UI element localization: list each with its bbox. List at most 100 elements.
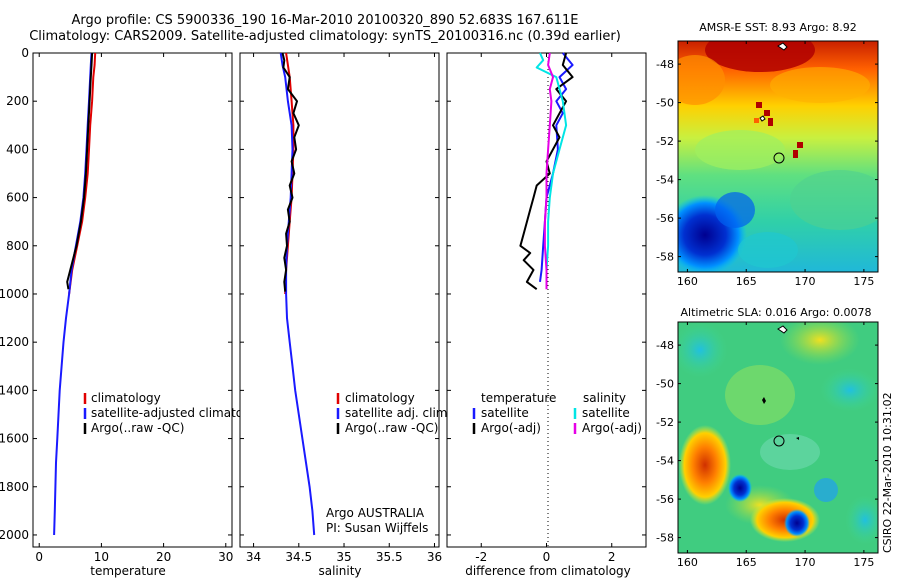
map-y-tick-label: -56 <box>656 493 674 506</box>
temperature-x-label: temperature <box>90 564 165 578</box>
legend-title-salinity: salinity <box>583 391 626 405</box>
map-x-tick-label: 165 <box>736 556 757 569</box>
x-tick-label: 34.5 <box>285 550 312 564</box>
series-line-argo-adj-salinity <box>543 52 554 290</box>
sla-map-panel: Altimetric SLA: 0.016 Argo: 0.0078 160 16… <box>656 306 879 569</box>
x-tick-label: 35 <box>336 550 351 564</box>
legend-entry-climatology: climatology <box>91 391 161 405</box>
series-line-satellite-temperature <box>539 52 574 283</box>
salinity-axes-frame <box>239 52 440 548</box>
legend-entry-sal-argo: Argo(-adj) <box>582 421 642 435</box>
sla-map-axes: 160 165 170 175 -48 -50 -52 -54 -56 -58 <box>656 322 878 569</box>
x-tick-label: 30 <box>218 550 233 564</box>
temperature-axes-frame <box>32 52 233 548</box>
map-x-tick-label: 160 <box>677 556 698 569</box>
y-tick-label: 0 <box>21 46 29 60</box>
salinity-legend: climatology satellite adj. clim. Argo(..… <box>336 391 451 435</box>
y-tick-label: 1000 <box>0 287 29 301</box>
map-y-tick-label: -54 <box>656 174 674 187</box>
map-y-tick-label: -52 <box>656 135 674 148</box>
salinity-x-label: salinity <box>318 564 361 578</box>
y-tick-label: 600 <box>6 191 29 205</box>
y-tick-label: 1400 <box>0 383 29 397</box>
x-tick-label: 0 <box>35 550 43 564</box>
difference-series-lines <box>519 52 574 291</box>
legend-entry-argo: Argo(..raw -QC) <box>345 421 438 435</box>
legend-title-temperature: temperature <box>481 391 556 405</box>
figure-title-line1: Argo profile: CS 5900336_190 16-Mar-2010… <box>71 13 579 28</box>
series-line-satellite-adj-clim <box>279 52 316 536</box>
map-y-tick-label: -50 <box>656 378 674 391</box>
profile-location-marker <box>773 435 785 447</box>
map-y-tick-label: -52 <box>656 416 674 429</box>
salinity-series-lines <box>279 52 316 536</box>
map-x-tick-label: 165 <box>736 275 757 288</box>
map-y-tick-label: -50 <box>656 97 674 110</box>
x-tick-label: -2 <box>475 550 487 564</box>
sst-map-title: AMSR-E SST: 8.93 Argo: 8.92 <box>699 21 857 34</box>
x-tick-label: 36 <box>427 550 442 564</box>
map-y-tick-label: -48 <box>656 339 674 352</box>
credit-timestamp: CSIRO 22-Mar-2010 10:31:02 <box>881 392 894 553</box>
legend-entry-satellite: satellite-adjusted climatology <box>91 406 269 420</box>
map-x-tick-label: 170 <box>795 556 816 569</box>
temperature-series-lines <box>53 52 97 536</box>
x-tick-label: 34 <box>246 550 261 564</box>
difference-x-axis: -2 0 2 <box>475 53 616 564</box>
sst-map-frame <box>677 40 879 273</box>
temperature-profile-panel: 0 200 400 600 800 1000 1200 1400 1600 1800 2000 0 1… <box>0 46 269 578</box>
legend-entry-argo: Argo(..raw -QC) <box>91 421 184 435</box>
sst-map-axes: 160 165 170 175 -48 -50 -52 -54 -56 -58 <box>656 41 878 288</box>
difference-axes-frame <box>446 52 647 548</box>
float-program-label: Argo AUSTRALIA <box>326 506 425 520</box>
profile-location-marker <box>773 152 785 164</box>
series-line-argo-raw-qc <box>66 52 94 290</box>
y-tick-label: 400 <box>6 142 29 156</box>
difference-profile-panel: -2 0 2 difference from climatology tempera… <box>446 52 647 578</box>
difference-x-label: difference from climatology <box>465 564 631 578</box>
legend-entry-climatology: climatology <box>345 391 415 405</box>
principal-investigator-label: PI: Susan Wijffels <box>326 521 428 535</box>
sst-heatmap-field <box>678 41 878 272</box>
y-tick-label: 2000 <box>0 528 29 542</box>
y-tick-label: 200 <box>6 94 29 108</box>
temperature-y-axis: 0 200 400 600 800 1000 1200 1400 1600 1800 2000 <box>0 46 232 542</box>
temperature-legend: climatology satellite-adjusted climatolo… <box>83 391 269 435</box>
difference-legend: temperature salinity satellite Argo(-adj… <box>472 391 642 435</box>
map-y-tick-label: -48 <box>656 58 674 71</box>
x-tick-label: 2 <box>608 550 616 564</box>
salinity-x-axis: 34 34.5 35 35.5 36 <box>246 53 442 564</box>
map-y-tick-label: -56 <box>656 212 674 225</box>
sla-heatmap-field <box>678 322 878 553</box>
difference-y-axis <box>447 52 646 536</box>
map-x-tick-label: 175 <box>853 556 874 569</box>
legend-entry-satellite: satellite adj. clim. <box>345 406 451 420</box>
x-tick-label: 20 <box>156 550 171 564</box>
y-tick-label: 1600 <box>0 432 29 446</box>
y-tick-label: 1200 <box>0 335 29 349</box>
y-tick-label: 1800 <box>0 480 29 494</box>
sst-map-panel: AMSR-E SST: 8.93 Argo: 8.92 160 165 170 175… <box>656 21 879 288</box>
map-y-tick-label: -58 <box>656 251 674 264</box>
series-line-argo-raw-qc <box>281 52 300 292</box>
x-tick-label: 0 <box>543 550 551 564</box>
legend-entry-temp-argo: Argo(-adj) <box>481 421 541 435</box>
legend-entry-temp-satellite: satellite <box>481 406 529 420</box>
x-tick-label: 35.5 <box>376 550 403 564</box>
series-line-argo-adj-temperature <box>519 52 574 291</box>
map-x-tick-label: 160 <box>677 275 698 288</box>
map-x-tick-label: 170 <box>795 275 816 288</box>
temperature-x-axis: 0 10 20 30 <box>35 53 233 564</box>
map-x-tick-label: 175 <box>853 275 874 288</box>
salinity-profile-panel: 34 34.5 35 35.5 36 salinity climatology sate… <box>239 52 451 578</box>
figure-title-line2: Climatology: CARS2009. Satellite-adjuste… <box>29 29 621 44</box>
sla-map-title: Altimetric SLA: 0.016 Argo: 0.0078 <box>680 306 871 319</box>
legend-entry-sal-satellite: satellite <box>582 406 630 420</box>
map-y-tick-label: -58 <box>656 532 674 545</box>
map-y-tick-label: -54 <box>656 455 674 468</box>
series-line-satellite-salinity <box>535 52 568 282</box>
sla-map-frame <box>677 321 879 554</box>
x-tick-label: 10 <box>94 550 109 564</box>
y-tick-label: 800 <box>6 239 29 253</box>
